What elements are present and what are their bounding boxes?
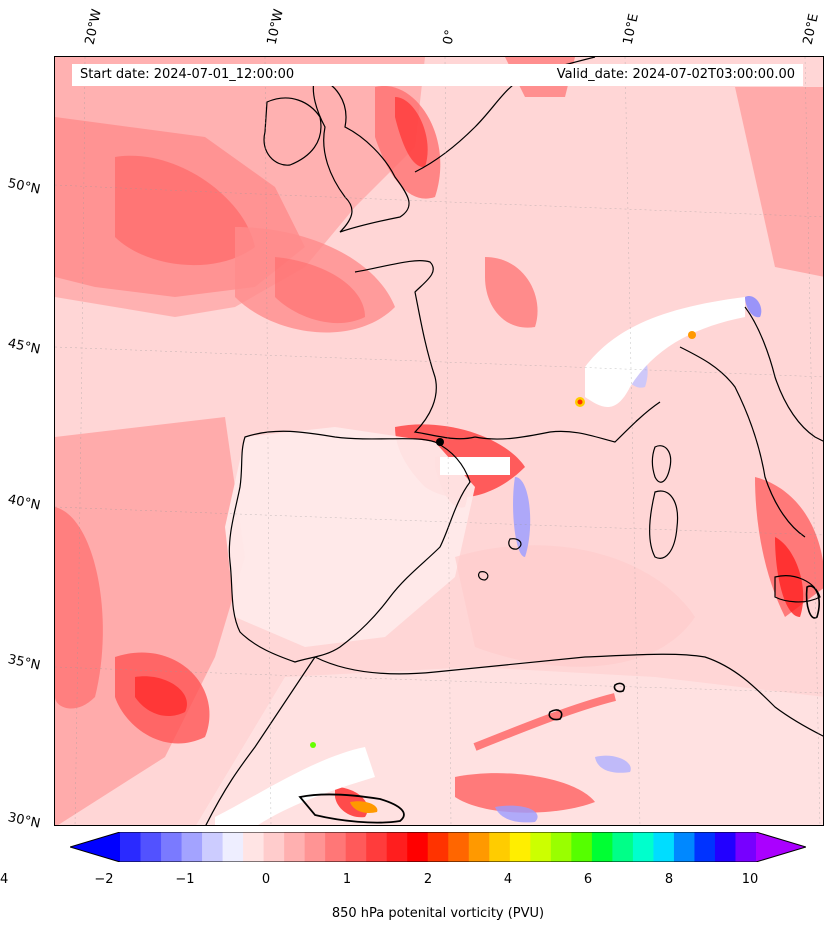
colorbar-swatch (304, 832, 326, 862)
colorbar-tick-label: 14 (0, 872, 9, 887)
colorbar-tick-label: 0 (261, 872, 271, 887)
colorbar-swatch (468, 832, 490, 862)
colorbar-swatch (714, 832, 736, 862)
colorbar-swatch (366, 832, 388, 862)
colorbar-tick-label: −1 (175, 872, 195, 887)
start-date-label: Start date: 2024-07-01_12:00:00 (80, 67, 295, 82)
colorbar-tick-label: 4 (503, 872, 513, 887)
pv-field-map (55, 57, 823, 825)
colorbar-swatch (735, 832, 757, 862)
colorbar-swatch (591, 832, 613, 862)
colorbar-swatch (632, 832, 654, 862)
colorbar-swatch (489, 832, 511, 862)
colorbar-swatch (284, 832, 306, 862)
longitude-label-20w: 20°W (82, 7, 105, 47)
colorbar-tick-label: −2 (94, 872, 114, 887)
longitude-label-20e: 20°E (800, 12, 822, 47)
date-header: Start date: 2024-07-01_12:00:00 Valid_da… (72, 64, 803, 86)
colorbar-title: 850 hPa potenital vorticity (PVU) (331, 906, 545, 921)
longitude-label-0: 0° (440, 28, 459, 47)
colorbar-swatch (202, 832, 224, 862)
colorbar-tick-label: 1 (342, 872, 352, 887)
colorbar-tick-label: 6 (583, 872, 593, 887)
colorbar (70, 832, 806, 862)
colorbar-swatch (181, 832, 203, 862)
colorbar-swatch (673, 832, 695, 862)
colorbar-swatch (140, 832, 162, 862)
colorbar-swatch (653, 832, 675, 862)
colorbar-tick-label: 8 (664, 872, 674, 887)
colorbar-swatch (407, 832, 429, 862)
colorbar-swatch (161, 832, 183, 862)
colorbar-swatch (120, 832, 142, 862)
colorbar-swatch (386, 832, 408, 862)
longitude-label-10w: 10°W (264, 7, 287, 47)
colorbar-swatch (509, 832, 531, 862)
latitude-label-50n: 50°N (6, 176, 42, 198)
latitude-label-30n: 30°N (6, 810, 42, 832)
colorbar-swatch (550, 832, 572, 862)
colorbar-swatch (448, 832, 470, 862)
colorbar-swatch (612, 832, 634, 862)
colorbar-tick-label: 10 (741, 872, 759, 887)
latitude-label-45n: 45°N (6, 336, 42, 358)
map-panel: Start date: 2024-07-01_12:00:00 Valid_da… (54, 56, 824, 826)
colorbar-swatch (427, 832, 449, 862)
colorbar-swatch (263, 832, 285, 862)
colorbar-swatch (222, 832, 244, 862)
latitude-label-35n: 35°N (6, 652, 42, 674)
colorbar-swatch (243, 832, 265, 862)
colorbar-swatch (694, 832, 716, 862)
colorbar-tick-label: 2 (423, 872, 433, 887)
colorbar-extend-high (756, 832, 806, 862)
colorbar-swatch (530, 832, 552, 862)
valid-date-label: Valid_date: 2024-07-02T03:00:00.00 (556, 67, 795, 82)
colorbar-extend-low (70, 832, 120, 862)
colorbar-swatch (325, 832, 347, 862)
longitude-label-10e: 10°E (620, 12, 642, 47)
colorbar-swatch (345, 832, 367, 862)
colorbar-swatch (571, 832, 593, 862)
latitude-label-40n: 40°N (6, 492, 42, 514)
